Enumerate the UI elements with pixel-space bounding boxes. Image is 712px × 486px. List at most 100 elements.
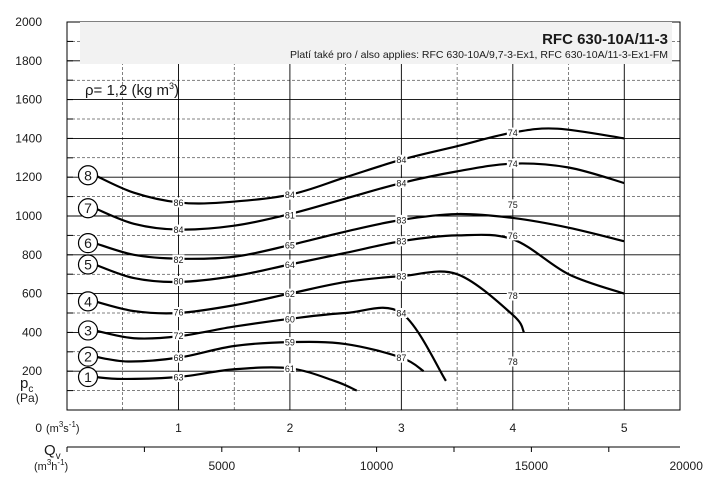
- annotation-bg: [506, 199, 519, 210]
- annotation-label: 78: [508, 357, 518, 367]
- annotation-bg: [506, 127, 519, 138]
- curve-1: [94, 366, 358, 392]
- annotation-bg: [172, 275, 185, 286]
- grid-lines: [66, 21, 681, 411]
- annotation-label: 76: [173, 308, 183, 318]
- annotation-label: 81: [285, 211, 295, 221]
- curve-number-circle: [77, 165, 99, 186]
- y-axis-unit: (Pa): [16, 391, 39, 405]
- x-axis-bottom-unit: (m3h-1): [34, 458, 68, 473]
- annotation-bg: [172, 197, 185, 208]
- annotation-bg: [506, 158, 519, 169]
- curve-number-label: 4: [84, 293, 92, 309]
- annotation-bg: [283, 189, 296, 200]
- x-tick-label-bottom: 5000: [208, 459, 235, 473]
- annotation-bg: [506, 290, 519, 301]
- x-tick-label-top: 3: [398, 421, 405, 435]
- annotation-label: 63: [173, 373, 183, 383]
- curve-number-label: 8: [84, 167, 92, 183]
- annotation-label: 61: [285, 364, 295, 374]
- annotation-bg: [283, 363, 296, 374]
- y-tick-label: 1200: [15, 170, 42, 184]
- annotation-bg: [172, 352, 185, 363]
- annotation-bg: [506, 356, 519, 367]
- curve-6: [94, 212, 625, 260]
- x-tick-label-top: 2: [287, 421, 294, 435]
- annotation-bg: [172, 372, 185, 383]
- annotation-bg: [283, 313, 296, 324]
- y-tick-label: 1600: [15, 93, 42, 107]
- chart-subtitle: Platí také pro / also applies: RFC 630-1…: [290, 49, 668, 61]
- annotation-bg: [172, 330, 185, 341]
- curve-number-circle: [77, 198, 99, 219]
- annotation-label: 86: [173, 198, 183, 208]
- annotation-label: 72: [173, 331, 183, 341]
- annotation-bg: [172, 224, 185, 235]
- x-tick-label-bottom: 20000: [670, 459, 704, 473]
- annotation-label: 62: [285, 289, 295, 299]
- annotation-bg: [395, 154, 408, 165]
- curve-number-label: 1: [84, 369, 92, 385]
- curve-5: [94, 233, 625, 295]
- curve-4: [94, 270, 525, 333]
- annotation-bg: [395, 352, 408, 363]
- y-tick-label: 600: [22, 287, 42, 301]
- annotation-label: 83: [396, 237, 406, 247]
- annotation-label: 78: [508, 291, 518, 301]
- title-box: [80, 22, 672, 64]
- x-axis-top-unit: (m3s-1): [46, 420, 80, 435]
- annotation-label: 60: [285, 314, 295, 324]
- annotation-label: 59: [285, 338, 295, 348]
- axis-ticks: 0 200 400 600 800 1000 1200 1400 1600 1800 2000 1 2 3…: [15, 15, 703, 473]
- x-tick-label-top: 4: [509, 421, 516, 435]
- chart-title: RFC 630-10A/11-3: [542, 31, 668, 48]
- annotation-label: 80: [173, 276, 183, 286]
- annotation-label: 64: [285, 260, 295, 270]
- annotation-label: 65: [285, 241, 295, 251]
- annotation-bg: [395, 214, 408, 225]
- curve-7: [94, 162, 625, 231]
- y-tick-label: 800: [22, 248, 42, 262]
- curve-number-label: 7: [84, 200, 92, 216]
- y-axis-label: pc: [20, 375, 33, 395]
- curve-number-circle: [77, 366, 99, 388]
- curve-8: [94, 127, 625, 205]
- y-tick-label: 2000: [15, 15, 42, 29]
- curve-number-circles: 1 2 3 4 5 6 7 8: [77, 165, 99, 388]
- annotation-label: 83: [396, 272, 406, 282]
- x-tick-label-top: 1: [175, 421, 182, 435]
- density-label: ρ= 1,2 (kg m3): [85, 81, 179, 99]
- annotation-bg: [283, 259, 296, 270]
- annotation-bg: [283, 240, 296, 251]
- curve-number-circle: [77, 291, 99, 312]
- annotation-label: 84: [396, 179, 406, 189]
- annotation-label: 68: [173, 353, 183, 363]
- annotation-label: 74: [508, 128, 518, 138]
- y-tick-label: 200: [22, 364, 42, 378]
- curve-number-label: 5: [84, 257, 92, 273]
- curve-annotations: 86 84 82 80 76 72 68 63 84 81 65 64 62 60 59 61 84 84 83 83…: [172, 127, 519, 383]
- curve-number-label: 3: [84, 322, 92, 338]
- curve-number-label: 2: [84, 349, 92, 365]
- y-tick-label: 1400: [15, 131, 42, 145]
- annotation-bg: [506, 230, 519, 241]
- annotation-label: 82: [173, 255, 183, 265]
- annotation-label: 84: [396, 155, 406, 165]
- y-tick-label: 0: [35, 421, 42, 435]
- curve-number-circle: [77, 320, 99, 341]
- x-tick-label-bottom: 10000: [360, 459, 394, 473]
- annotation-bg: [172, 254, 185, 265]
- y-tick-label: 1000: [15, 209, 42, 223]
- annotation-bg: [283, 337, 296, 348]
- annotation-bg: [283, 288, 296, 299]
- x-tick-label-bottom: 15000: [515, 459, 549, 473]
- x-axis-label: Qv: [44, 442, 61, 462]
- annotation-bg: [395, 178, 408, 189]
- curve-number-circle: [77, 254, 99, 275]
- y-tick-label: 1800: [15, 54, 42, 68]
- annotation-bg: [395, 308, 408, 318]
- annotation-label: 84: [396, 309, 406, 319]
- annotation-label: 87: [396, 353, 406, 363]
